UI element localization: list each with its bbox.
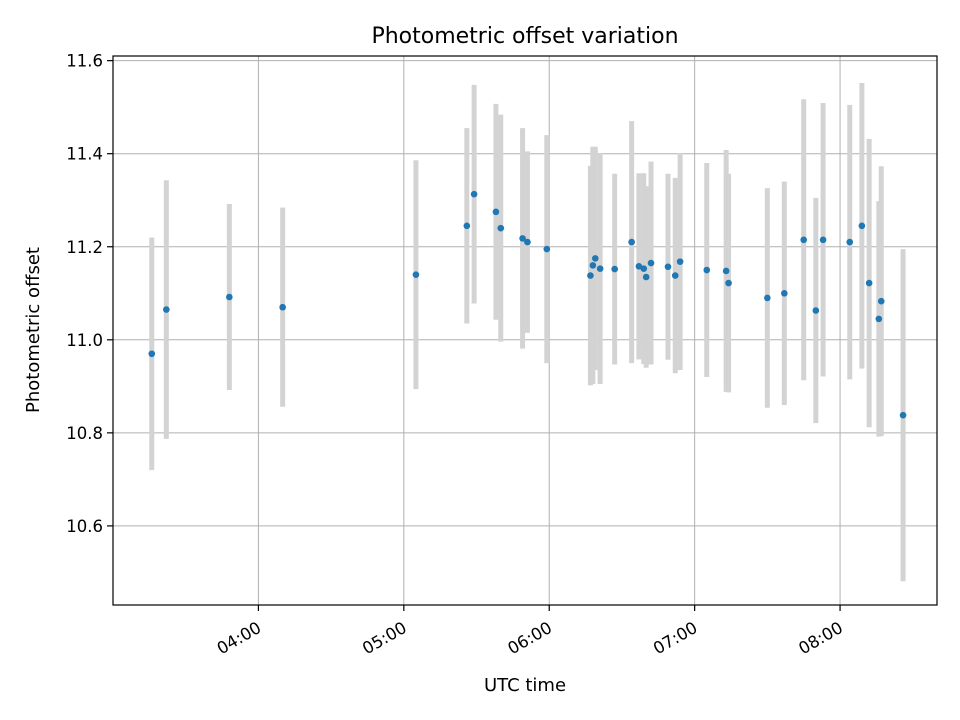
data-point xyxy=(800,236,808,244)
data-point xyxy=(647,259,655,267)
data-point xyxy=(858,222,866,230)
error-bars xyxy=(149,82,906,582)
data-point xyxy=(812,307,820,314)
plot-frame xyxy=(112,55,938,606)
data-point xyxy=(899,411,907,419)
data-point xyxy=(781,289,788,297)
data-point xyxy=(640,265,648,272)
x-tick-label: 06:00 xyxy=(505,618,556,658)
data-point xyxy=(722,267,730,275)
data-point xyxy=(676,258,684,265)
x-tick-label: 04:00 xyxy=(214,618,265,658)
data-point xyxy=(875,315,883,323)
data-point xyxy=(664,263,672,271)
data-point xyxy=(865,279,873,287)
data-point xyxy=(226,293,233,301)
data-point xyxy=(725,279,732,287)
data-point xyxy=(524,238,531,246)
data-point xyxy=(497,224,505,232)
y-axis-label: Photometric offset xyxy=(23,247,44,413)
data-point xyxy=(519,235,526,242)
data-point xyxy=(492,208,500,216)
data-point xyxy=(148,350,156,358)
data-point xyxy=(671,272,679,279)
x-tick-label: 07:00 xyxy=(650,618,701,658)
data-point xyxy=(543,245,551,253)
data-point xyxy=(596,265,604,272)
y-tick-label: 11.6 xyxy=(66,52,103,71)
data-points xyxy=(148,190,907,419)
y-tick-label: 11.4 xyxy=(66,145,103,164)
data-point xyxy=(877,297,885,305)
data-point xyxy=(587,272,594,279)
data-point xyxy=(470,190,478,198)
x-axis-ticks: 04:00 05:00 06:00 07:00 08:00 xyxy=(214,605,846,658)
y-tick-label: 10.8 xyxy=(66,424,103,443)
data-point xyxy=(279,303,286,311)
data-point xyxy=(412,271,420,278)
y-tick-label: 11.0 xyxy=(66,331,103,350)
x-tick-label: 05:00 xyxy=(359,618,410,658)
x-tick-label: 08:00 xyxy=(795,618,846,658)
x-axis-label: UTC time xyxy=(484,675,566,696)
chart-title: Photometric offset variation xyxy=(371,24,678,49)
data-point xyxy=(819,236,827,244)
data-point xyxy=(628,238,635,246)
y-axis-ticks: 10.6 10.8 11.0 11.2 11.4 11.6 xyxy=(66,52,113,536)
data-point xyxy=(163,306,170,313)
data-point xyxy=(589,262,597,269)
data-point xyxy=(463,222,471,230)
y-tick-label: 11.2 xyxy=(66,238,103,257)
data-point xyxy=(764,294,771,302)
data-point xyxy=(611,265,618,273)
y-tick-label: 10.6 xyxy=(66,517,103,536)
data-point xyxy=(591,255,599,262)
data-point xyxy=(642,273,650,281)
data-point xyxy=(846,238,854,246)
data-point xyxy=(703,266,711,274)
